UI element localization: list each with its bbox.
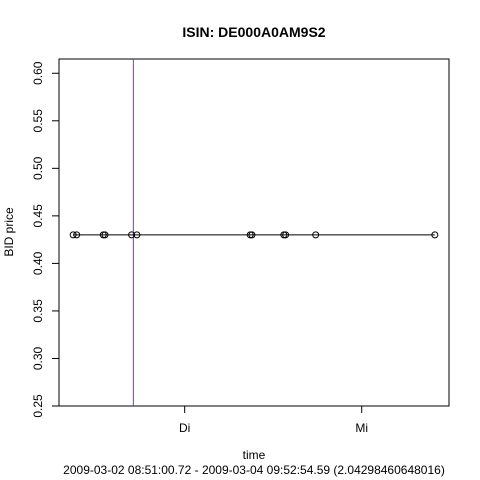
- x-tick-label-0: Di: [179, 421, 190, 435]
- y-tick-label-1: 0.30: [31, 346, 45, 370]
- data-point: [248, 231, 256, 239]
- y-tick-label-7: 0.60: [31, 61, 45, 85]
- y-tick-label-3: 0.40: [31, 251, 45, 275]
- data-point: [128, 231, 136, 239]
- data-point: [133, 231, 141, 239]
- y-tick-label-2: 0.35: [31, 299, 45, 323]
- plot-area: 0.25 0.30 0.35 0.40 0.45 0.50 0.55 0.60 Di Mi: [31, 58, 450, 435]
- y-tick-label-4: 0.45: [31, 204, 45, 228]
- y-tick-label-6: 0.55: [31, 109, 45, 133]
- data-point: [73, 231, 81, 239]
- data-point: [312, 231, 320, 239]
- y-tick-label-0: 0.25: [31, 394, 45, 418]
- data-point: [69, 231, 77, 239]
- y-axis-label: BID price: [2, 207, 16, 257]
- x-axis-subtitle: 2009-03-02 08:51:00.72 - 2009-03-04 09:5…: [63, 463, 445, 477]
- x-tick-label-1: Mi: [355, 421, 368, 435]
- data-point: [101, 231, 109, 239]
- data-point: [282, 231, 290, 239]
- plot-frame: [58, 58, 450, 407]
- chart-title: ISIN: DE000A0AM9S2: [182, 24, 325, 40]
- y-tick-label-5: 0.50: [31, 156, 45, 180]
- x-axis-label: time: [243, 448, 266, 462]
- data-point: [431, 231, 439, 239]
